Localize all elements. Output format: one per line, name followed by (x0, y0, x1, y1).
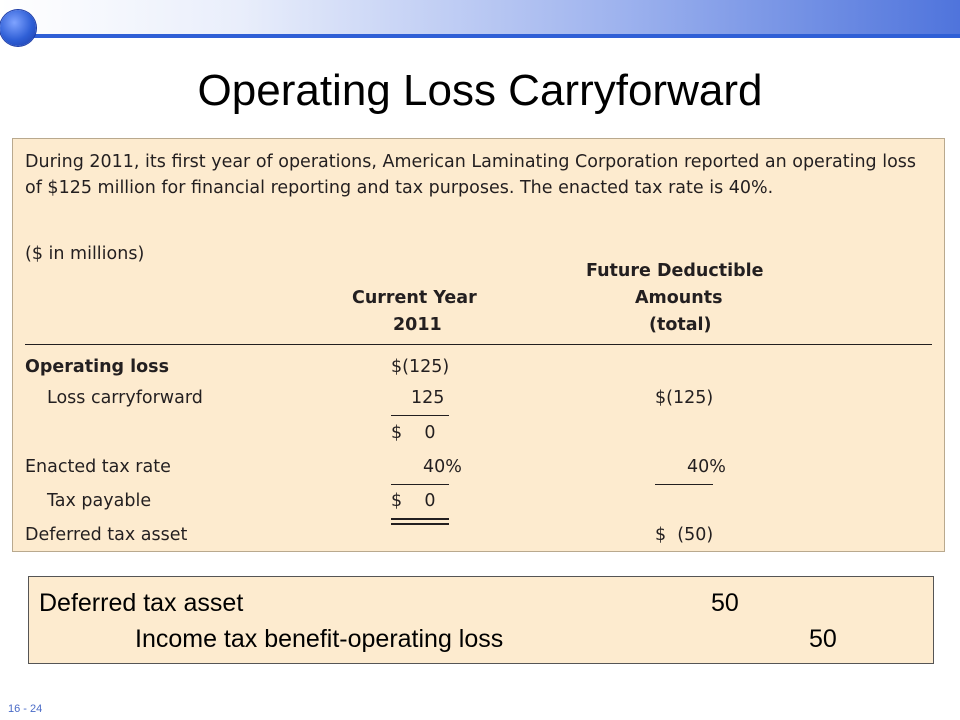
row-label-operating-loss: Operating loss (25, 357, 170, 377)
deferred-asset-future: $ (50) (655, 525, 714, 545)
loss-carryforward-current: 125 (411, 388, 445, 408)
current-header-line2: 2011 (393, 315, 442, 335)
enacted-rate-current: 40% (423, 457, 462, 477)
je-credit-amount: 50 (809, 625, 837, 653)
operating-loss-current: $(125) (391, 357, 450, 377)
rate-rule-future (655, 484, 713, 485)
exhibit-intro: During 2011, its first year of operation… (25, 152, 917, 198)
slide-number: 16 - 24 (8, 703, 43, 715)
je-credit-account: Income tax benefit-operating loss (135, 625, 504, 653)
enacted-rate-future: 40% (687, 457, 726, 477)
header-rule (25, 344, 932, 345)
future-header-line1: Future Deductible (586, 261, 764, 281)
journal-entry-box: Deferred tax asset 50 Income tax benefit… (28, 576, 934, 664)
loss-carryforward-future: $(125) (655, 388, 714, 408)
rate-rule-current (391, 484, 449, 485)
future-header-line2: Amounts (635, 288, 723, 308)
double-rule-top (391, 518, 449, 520)
double-rule-bottom (391, 523, 449, 525)
je-debit-amount: 50 (711, 589, 739, 617)
subtotal-current: $ 0 (391, 423, 436, 443)
banner-rule (18, 34, 960, 38)
future-header-line3: (total) (649, 315, 712, 335)
row-label-loss-carryforward: Loss carryforward (47, 388, 203, 408)
slide-title: Operating Loss Carryforward (197, 66, 763, 115)
subtotal-rule (391, 415, 449, 416)
row-label-deferred-asset: Deferred tax asset (25, 525, 188, 545)
tax-payable-current: $ 0 (391, 491, 436, 511)
banner-orb-icon (0, 10, 36, 46)
current-header-line1: Current Year (352, 288, 477, 308)
exhibit-panel: During 2011, its first year of operation… (12, 138, 945, 552)
units-note: ($ in millions) (25, 244, 145, 264)
row-label-tax-payable: Tax payable (47, 491, 152, 511)
row-label-enacted-rate: Enacted tax rate (25, 457, 171, 477)
top-banner (0, 0, 960, 38)
je-debit-account: Deferred tax asset (39, 589, 244, 617)
